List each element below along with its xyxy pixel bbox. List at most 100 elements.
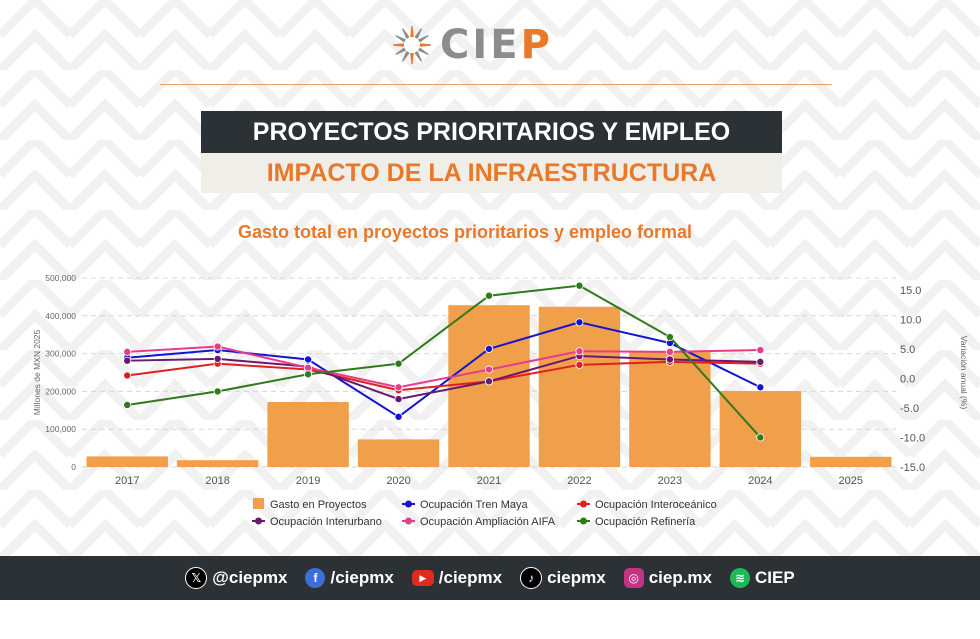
- social-spotify[interactable]: ≋ CIEP: [730, 568, 795, 588]
- spotify-icon: ≋: [730, 568, 750, 588]
- series-point: [394, 412, 403, 421]
- logo-text: CIEP: [440, 22, 553, 68]
- social-tiktok[interactable]: ♪ ciepmx: [520, 567, 606, 589]
- series-point: [304, 370, 313, 379]
- y-tick-label: 100,000: [45, 424, 76, 434]
- logo-text-gray: CIE: [440, 22, 521, 68]
- social-spotify-label: CIEP: [755, 568, 795, 587]
- series-point: [304, 355, 313, 364]
- series-point: [484, 344, 493, 353]
- chart-title: Gasto total en proyectos prioritarios y …: [237, 222, 693, 242]
- x-tick-label: 2025: [839, 475, 863, 487]
- x-tick-label: 2024: [748, 475, 772, 487]
- legend-swatch-marker: [405, 500, 412, 508]
- series-point: [665, 355, 674, 364]
- social-footer: 𝕏 @ciepmx f /ciepmx ▶ /ciepmx ♪ ciepmx ◎…: [0, 556, 980, 600]
- ciep-logo: CIEP: [390, 22, 553, 68]
- social-youtube[interactable]: ▶ /ciepmx: [411, 568, 503, 588]
- youtube-icon: ▶: [411, 570, 434, 586]
- bar-2022: [538, 306, 621, 467]
- y2-tick-label: -15.0: [900, 462, 925, 474]
- legend-swatch-marker: [255, 517, 262, 525]
- y2-axis-title: Variación anual (%): [959, 336, 969, 410]
- x-tick-label: 2019: [296, 475, 320, 487]
- y-tick-label: 200,000: [45, 386, 76, 396]
- main-title: PROYECTOS PRIORITARIOS Y EMPLEO: [201, 111, 782, 153]
- series-point: [575, 360, 584, 369]
- x-tick-label: 2020: [386, 475, 410, 487]
- bar-2025: [810, 456, 892, 467]
- y2-tick-label: -10.0: [900, 432, 925, 444]
- series-line-3: [127, 345, 761, 389]
- main-subtitle: IMPACTO DE LA INFRAESTRUCTURA: [201, 153, 782, 193]
- facebook-icon: f: [305, 568, 326, 588]
- legend-swatch-marker: [580, 517, 587, 525]
- social-instagram[interactable]: ◎ ciep.mx: [623, 568, 712, 588]
- series-point: [484, 377, 493, 386]
- series-line-2: [127, 354, 761, 401]
- series-line-0: [127, 321, 761, 419]
- series-point: [665, 333, 674, 342]
- social-instagram-label: ciep.mx: [648, 568, 712, 587]
- x-tick-label: 2018: [205, 475, 229, 487]
- bar-2017: [86, 456, 168, 467]
- x-tick-label: 2022: [567, 475, 591, 487]
- series-point: [756, 383, 765, 392]
- series-point: [575, 281, 584, 290]
- series-point: [665, 347, 674, 356]
- x-tick-label: 2023: [658, 475, 682, 487]
- legend-label: Ocupación Ampliación AIFA: [420, 516, 556, 528]
- social-x[interactable]: 𝕏 @ciepmx: [185, 567, 287, 589]
- series-point: [756, 346, 765, 355]
- social-youtube-label: /ciepmx: [438, 568, 503, 587]
- x-icon: 𝕏: [185, 567, 208, 589]
- series-point: [123, 400, 132, 409]
- legend-swatch-marker: [405, 517, 412, 525]
- y-tick-label: 0: [71, 462, 76, 472]
- social-facebook[interactable]: f /ciepmx: [305, 568, 394, 588]
- chart: 0 100,000 200,000 300,000 400,000 500,000 -15.…: [32, 273, 969, 528]
- series-point: [756, 357, 765, 366]
- sunburst-icon: [393, 26, 431, 64]
- series-point: [394, 395, 403, 404]
- y2-tick-label: 10.0: [900, 314, 921, 326]
- y-tick-label: 500,000: [45, 273, 76, 283]
- series-point: [123, 347, 132, 356]
- series-point: [213, 387, 222, 396]
- legend-label: Ocupación Refinería: [595, 516, 696, 528]
- legend-swatch: [253, 498, 264, 509]
- y2-tick-label: -5.0: [900, 403, 919, 415]
- x-tick-label: 2017: [115, 475, 139, 487]
- instagram-icon: ◎: [623, 568, 644, 588]
- series-point: [756, 433, 765, 442]
- series-point: [484, 365, 493, 374]
- y2-tick-label: 15.0: [900, 285, 921, 297]
- social-x-label: @ciepmx: [212, 568, 288, 587]
- legend-swatch-marker: [580, 500, 587, 508]
- y2-tick-label: 0.0: [900, 373, 915, 385]
- legend-label: Ocupación Interurbano: [270, 516, 382, 528]
- series-point: [213, 354, 222, 363]
- y-tick-label: 300,000: [45, 349, 76, 359]
- social-facebook-label: /ciepmx: [330, 568, 394, 587]
- series-point: [123, 371, 132, 380]
- series-point: [575, 318, 584, 327]
- series-line-4: [127, 284, 762, 439]
- bar-2024: [719, 391, 802, 467]
- header-divider: [160, 84, 832, 85]
- y-tick-label: 400,000: [45, 311, 76, 321]
- y-axis-title: Millones de MXN 2025: [32, 329, 42, 415]
- series-point: [123, 356, 132, 365]
- series-point: [394, 383, 403, 392]
- series-point: [484, 291, 493, 300]
- legend-label: Gasto en Proyectos: [270, 499, 367, 511]
- bar-2019: [267, 401, 349, 467]
- logo-text-orange: P: [520, 22, 553, 68]
- bar-2018: [176, 460, 259, 467]
- series-line-1: [127, 360, 761, 392]
- legend-label: Ocupación Interoceánico: [595, 499, 717, 511]
- bar-2020: [357, 439, 440, 467]
- social-tiktok-label: ciepmx: [547, 568, 606, 587]
- legend-label: Ocupación Tren Maya: [420, 499, 528, 511]
- series-point: [213, 342, 222, 351]
